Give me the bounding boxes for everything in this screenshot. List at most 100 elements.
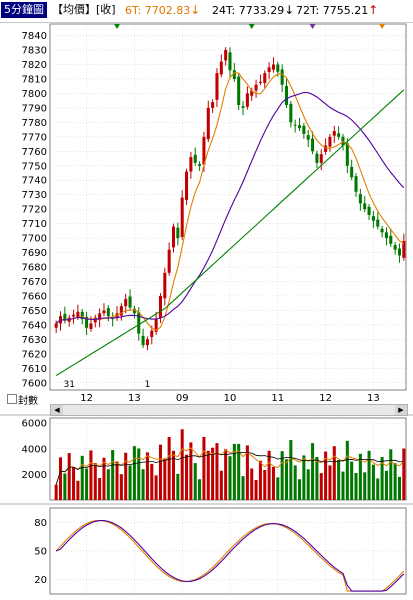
candle-body [250, 90, 254, 96]
volume-bar [211, 447, 215, 500]
volume-bar [54, 484, 58, 500]
candle-body [276, 64, 280, 72]
candle-body [237, 76, 241, 106]
period-label[interactable]: 5分鐘圖 [1, 2, 47, 18]
candle-body [89, 323, 93, 329]
y-tick-label: 50 [34, 547, 47, 558]
candle-body [350, 166, 354, 178]
candle-body [158, 295, 162, 318]
y-tick-label: 7750 [22, 161, 47, 172]
volume-bar [111, 450, 115, 500]
volume-bar [354, 473, 358, 500]
volume-bar [63, 473, 67, 500]
volume-checkbox[interactable] [7, 394, 17, 404]
scroll-right-icon[interactable]: ▶ [395, 405, 407, 415]
volume-bar [306, 469, 310, 500]
y-tick-label: 7710 [22, 219, 47, 230]
volume-bar [215, 443, 219, 500]
marker-triangle [309, 24, 316, 29]
y-tick-label: 7620 [22, 349, 47, 360]
candle-body [258, 81, 262, 83]
ma-line-72T [55, 89, 405, 376]
volume-bar [302, 455, 306, 500]
candle-body [219, 61, 223, 75]
volume-bar [371, 464, 375, 500]
y-tick-label: 7720 [22, 205, 47, 216]
y-tick-label: 7820 [22, 60, 47, 71]
candle-body [345, 143, 349, 166]
x-tick-label: 11 [271, 393, 284, 404]
volume-bar [245, 445, 249, 500]
y-tick-label: 7840 [22, 31, 47, 42]
y-tick-label: 2000 [22, 470, 47, 481]
horizontal-scrollbar[interactable]: ◀ ▶ [50, 404, 408, 416]
volume-bar [232, 443, 236, 500]
volume-bar [102, 457, 106, 500]
candle-body [311, 138, 315, 152]
y-tick-label: 6000 [22, 419, 47, 430]
volume-bar [219, 470, 223, 500]
volume-bar [189, 442, 193, 500]
candle-body [271, 64, 275, 70]
volume-bar [167, 436, 171, 500]
ma-line-24T [55, 91, 405, 324]
volume-bar [284, 459, 289, 500]
y-tick-label: 7780 [22, 118, 47, 129]
volume-bar [311, 443, 315, 500]
volume-bar [258, 460, 262, 500]
volume-checkbox-label: 封數 [18, 396, 38, 407]
volume-bar [358, 453, 362, 500]
x-tick-label: 12 [319, 393, 332, 404]
volume-bar [402, 448, 406, 500]
scroll-left-icon[interactable]: ◀ [51, 405, 63, 415]
oscillator-k-line [55, 519, 405, 592]
candle-body [380, 228, 384, 233]
chart-options: 封數 [0, 390, 50, 407]
candle-body [328, 136, 332, 147]
volume-bar [150, 463, 154, 500]
annotation-label: 31 [63, 380, 74, 390]
candle-body [254, 84, 258, 91]
volume-bar [176, 473, 180, 500]
candle-body [224, 50, 228, 61]
volume-bar [380, 456, 384, 500]
y-tick-label: 7760 [22, 147, 47, 158]
candle-body [106, 308, 110, 317]
candle-body [354, 176, 358, 192]
annotation-label: 1 [145, 380, 151, 390]
volume-bar [76, 480, 80, 500]
y-tick-label: 20 [34, 575, 47, 586]
candle-body [267, 67, 271, 73]
mode-label[interactable]: [收] [96, 3, 116, 16]
candle-body [85, 316, 89, 328]
ma72-readout: 72T: 7755.21↑ [296, 3, 378, 18]
volume-bar [397, 476, 402, 500]
candle-body [241, 106, 245, 108]
volume-bar [115, 461, 119, 500]
y-tick-label: 7670 [22, 277, 47, 288]
volume-bar [180, 429, 184, 500]
candle-body [315, 153, 319, 163]
volume-bar [332, 446, 336, 500]
volume-bar [384, 470, 388, 500]
candle-body [302, 125, 306, 134]
candle-body [167, 249, 171, 273]
volume-bar [198, 479, 202, 500]
candle-body [324, 145, 328, 152]
candle-body [306, 135, 310, 140]
volume-bar [345, 440, 349, 500]
y-tick-label: 7650 [22, 306, 47, 317]
y-tick-label: 7810 [22, 74, 47, 85]
ma6-label: 6T: 7702.83 [125, 4, 191, 17]
volume-bar [324, 451, 328, 500]
price-label[interactable]: 【均價】 [52, 3, 96, 16]
candle-body [293, 124, 297, 126]
candle-body [397, 248, 402, 256]
volume-bar [89, 450, 93, 500]
volume-bar [293, 465, 297, 500]
x-tick-label: 09 [176, 393, 189, 404]
candle-body [402, 240, 406, 258]
y-tick-label: 7770 [22, 132, 47, 143]
candle-body [176, 227, 180, 239]
